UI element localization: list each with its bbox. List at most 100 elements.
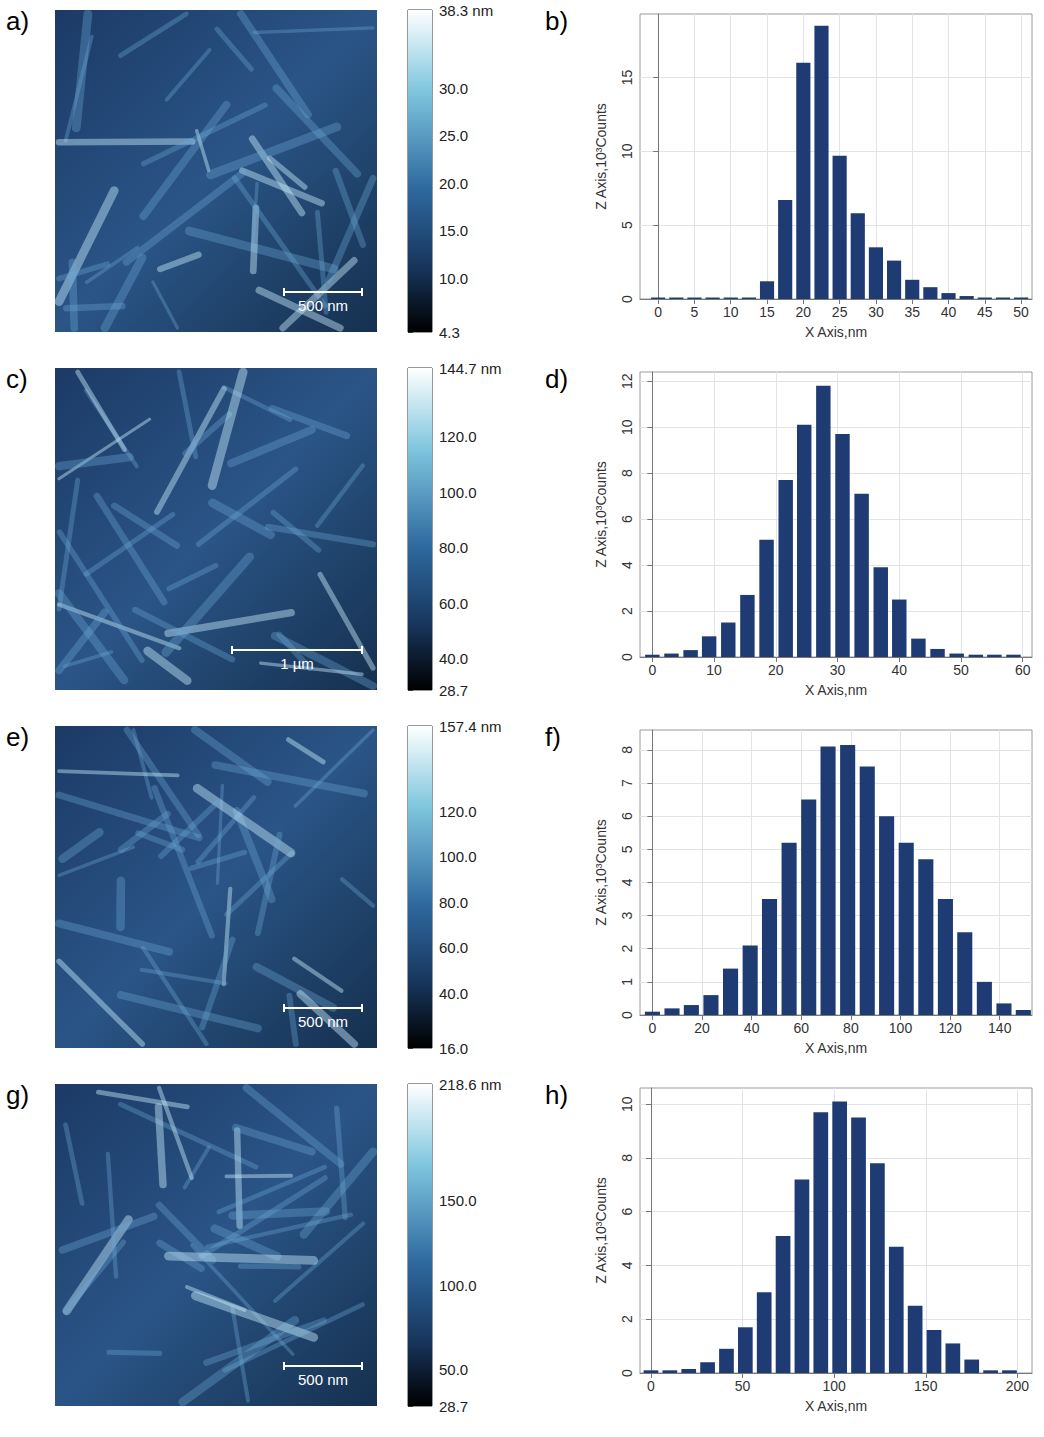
svg-text:Z Axis,10³Counts: Z Axis,10³Counts [593,819,609,926]
svg-text:120.0: 120.0 [439,428,477,445]
svg-text:0: 0 [654,304,662,320]
svg-text:0: 0 [648,662,656,678]
svg-text:20.0: 20.0 [439,175,468,192]
svg-text:10: 10 [723,304,739,320]
svg-text:15: 15 [619,70,635,86]
svg-text:2: 2 [619,607,635,615]
svg-text:40: 40 [891,662,907,678]
svg-text:40: 40 [744,1020,760,1036]
svg-text:100.0: 100.0 [439,1277,477,1294]
svg-text:4.3: 4.3 [439,324,460,341]
svg-text:Z Axis,10³Counts: Z Axis,10³Counts [593,461,609,568]
svg-text:10: 10 [706,662,722,678]
svg-text:80.0: 80.0 [439,539,468,556]
svg-text:Z Axis,10³Counts: Z Axis,10³Counts [593,1177,609,1284]
svg-text:b): b) [545,6,568,36]
svg-text:218.6 nm: 218.6 nm [439,1076,502,1093]
svg-text:500 nm: 500 nm [298,1371,348,1388]
svg-text:40.0: 40.0 [439,650,468,667]
svg-text:12: 12 [619,373,635,389]
svg-text:6: 6 [619,1208,635,1216]
svg-text:0: 0 [619,295,635,303]
svg-text:30: 30 [868,304,884,320]
svg-text:28.7: 28.7 [439,682,468,699]
svg-text:Z Axis,10³Counts: Z Axis,10³Counts [593,103,609,210]
svg-text:120.0: 120.0 [439,803,477,820]
svg-text:0: 0 [647,1378,655,1394]
svg-text:7: 7 [619,779,635,787]
svg-text:120: 120 [938,1020,962,1036]
svg-text:4: 4 [619,561,635,569]
svg-text:25: 25 [832,304,848,320]
svg-text:200: 200 [1006,1378,1030,1394]
svg-text:38.3 nm: 38.3 nm [439,2,493,19]
svg-text:30.0: 30.0 [439,80,468,97]
svg-text:2: 2 [619,1315,635,1323]
svg-text:10: 10 [619,419,635,435]
svg-text:80.0: 80.0 [439,894,468,911]
svg-text:15: 15 [759,304,775,320]
svg-text:45: 45 [977,304,993,320]
svg-text:10: 10 [619,143,635,159]
svg-text:f): f) [545,722,561,752]
svg-text:35: 35 [904,304,920,320]
svg-text:h): h) [545,1080,568,1110]
svg-text:0: 0 [619,1369,635,1377]
svg-text:5: 5 [691,304,699,320]
svg-text:2: 2 [619,945,635,953]
svg-text:150.0: 150.0 [439,1192,477,1209]
svg-text:0: 0 [619,1011,635,1019]
svg-text:6: 6 [619,515,635,523]
svg-text:60.0: 60.0 [439,595,468,612]
svg-text:a): a) [6,6,29,36]
svg-text:0: 0 [649,1020,657,1036]
svg-text:30: 30 [830,662,846,678]
svg-text:g): g) [6,1080,29,1110]
svg-text:157.4 nm: 157.4 nm [439,718,502,735]
svg-text:25.0: 25.0 [439,127,468,144]
svg-text:144.7 nm: 144.7 nm [439,360,502,377]
svg-text:c): c) [6,364,28,394]
svg-text:100.0: 100.0 [439,484,477,501]
svg-text:e): e) [6,722,29,752]
svg-text:150: 150 [914,1378,938,1394]
svg-text:40: 40 [941,304,957,320]
svg-text:X Axis,nm: X Axis,nm [805,324,867,340]
svg-text:8: 8 [619,1154,635,1162]
svg-text:6: 6 [619,812,635,820]
svg-text:100.0: 100.0 [439,848,477,865]
svg-text:100: 100 [889,1020,913,1036]
svg-text:20: 20 [768,662,784,678]
svg-text:60: 60 [793,1020,809,1036]
svg-text:60: 60 [1015,662,1031,678]
svg-text:16.0: 16.0 [439,1040,468,1057]
svg-text:28.7: 28.7 [439,1398,468,1415]
svg-text:140: 140 [988,1020,1012,1036]
svg-text:20: 20 [694,1020,710,1036]
svg-text:40.0: 40.0 [439,985,468,1002]
svg-text:8: 8 [619,746,635,754]
svg-text:500 nm: 500 nm [298,1013,348,1030]
svg-text:100: 100 [822,1378,846,1394]
svg-text:500 nm: 500 nm [298,297,348,314]
svg-text:50: 50 [953,662,969,678]
svg-text:50.0: 50.0 [439,1361,468,1378]
svg-text:X Axis,nm: X Axis,nm [805,1040,867,1056]
svg-text:1: 1 [619,978,635,986]
svg-text:60.0: 60.0 [439,939,468,956]
svg-text:10: 10 [619,1096,635,1112]
svg-text:20: 20 [796,304,812,320]
svg-text:X Axis,nm: X Axis,nm [805,682,867,698]
svg-text:80: 80 [843,1020,859,1036]
svg-text:X Axis,nm: X Axis,nm [805,1398,867,1414]
svg-text:3: 3 [619,911,635,919]
svg-text:10.0: 10.0 [439,270,468,287]
svg-text:0: 0 [619,653,635,661]
svg-text:1 µm: 1 µm [280,655,314,672]
svg-text:5: 5 [619,221,635,229]
svg-text:d): d) [545,364,568,394]
svg-text:4: 4 [619,878,635,886]
svg-text:50: 50 [1013,304,1029,320]
svg-text:15.0: 15.0 [439,222,468,239]
svg-text:4: 4 [619,1261,635,1269]
